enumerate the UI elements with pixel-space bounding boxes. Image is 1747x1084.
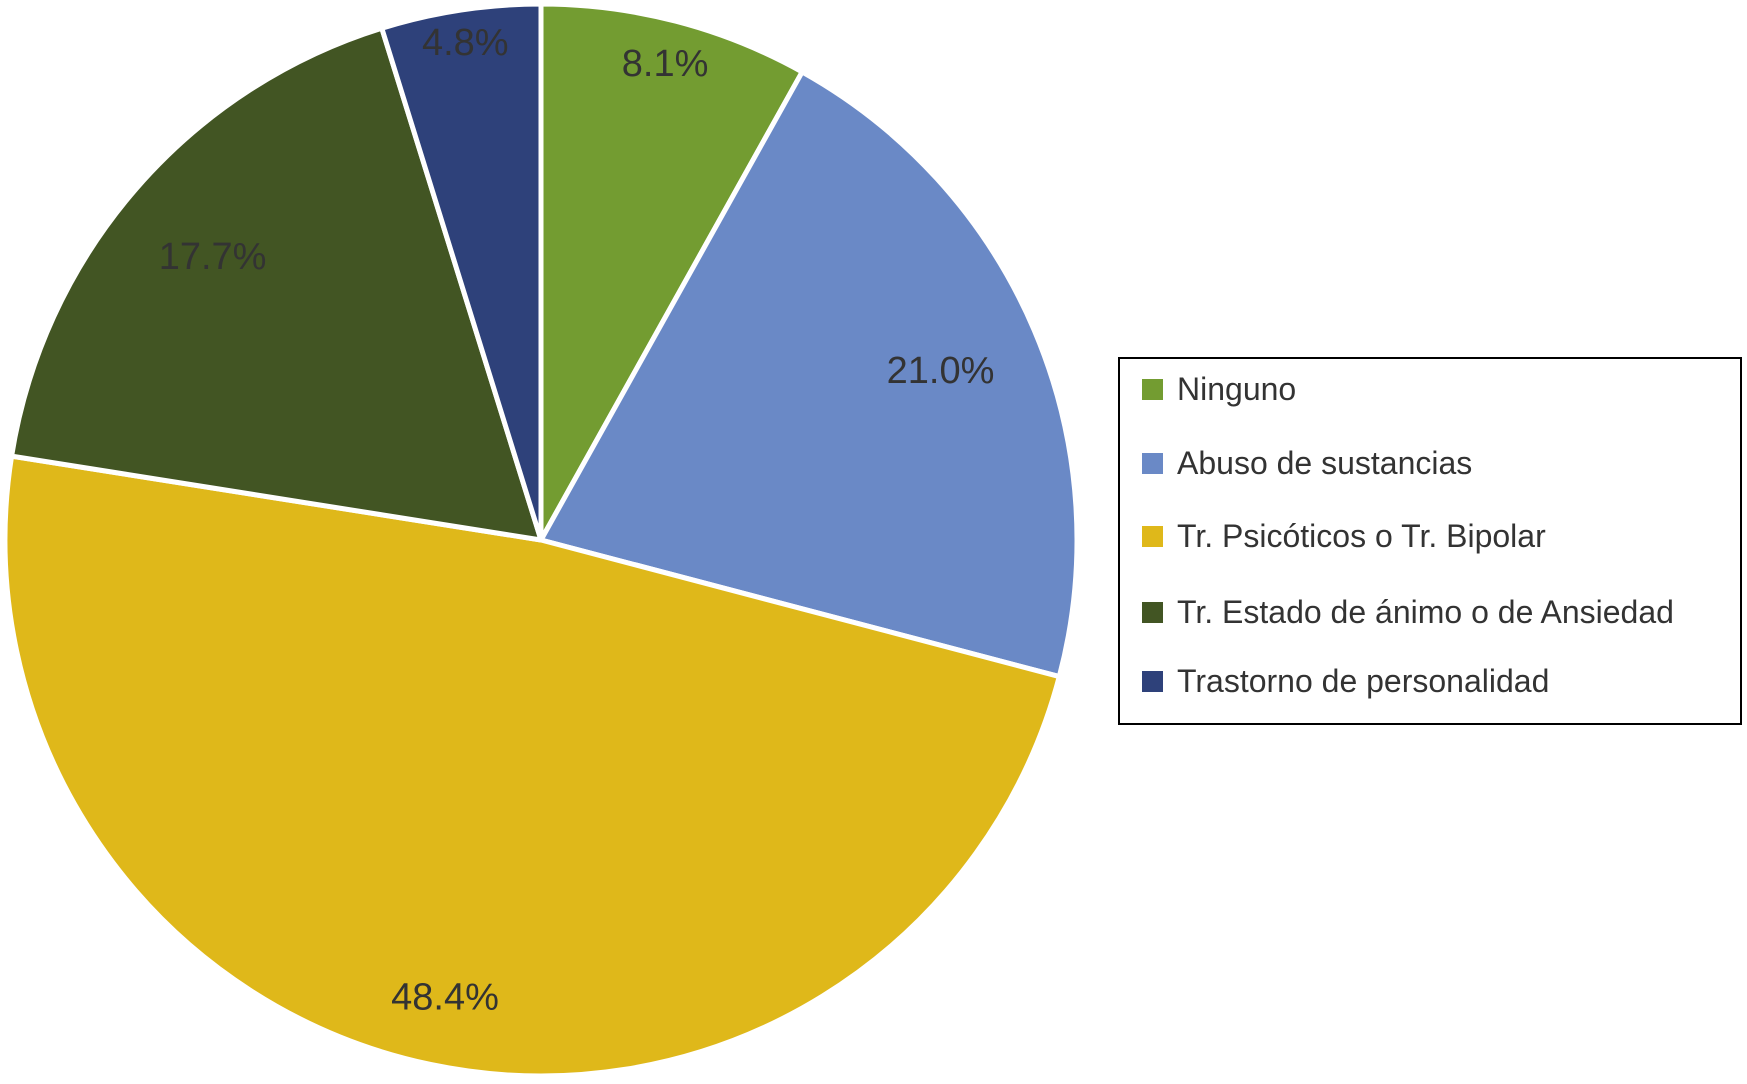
slice-value-label-5: 4.8% [422, 22, 509, 64]
legend-label: Abuso de sustancias [1177, 444, 1473, 481]
legend-swatch [1142, 452, 1163, 474]
slice-value-label-1: 8.1% [622, 43, 709, 85]
legend-item: Trastorno de personalidad [1142, 661, 1549, 701]
pie-slice-1 [538, 1, 805, 543]
legend-label: Ninguno [1177, 370, 1297, 407]
legend-item: Ninguno [1142, 369, 1296, 409]
chart-legend: Ninguno Abuso de sustancias Tr. Psicóticos… [1118, 357, 1742, 725]
legend-item: Tr. Estado de ánimo o de Ansiedad [1142, 592, 1674, 632]
slice-value-label-4: 17.7% [159, 236, 267, 278]
pie-slice-3 [2, 453, 1062, 1079]
legend-label: Tr. Estado de ánimo o de Ansiedad [1177, 593, 1674, 630]
pie-slice-5 [379, 1, 544, 543]
pie-slice-2 [538, 69, 1080, 680]
legend-label: Trastorno de personalidad [1177, 662, 1550, 699]
legend-swatch [1142, 670, 1163, 692]
slice-value-label-2: 21.0% [887, 350, 995, 392]
legend-item: Tr. Psicóticos o Tr. Bipolar [1142, 516, 1546, 556]
slice-value-label-3: 48.4% [391, 976, 499, 1018]
pie-slice-4 [9, 25, 544, 543]
legend-swatch [1142, 525, 1163, 547]
legend-swatch [1142, 601, 1163, 623]
legend-swatch [1142, 378, 1163, 400]
legend-label: Tr. Psicóticos o Tr. Bipolar [1177, 517, 1546, 554]
legend-item: Abuso de sustancias [1142, 443, 1472, 483]
